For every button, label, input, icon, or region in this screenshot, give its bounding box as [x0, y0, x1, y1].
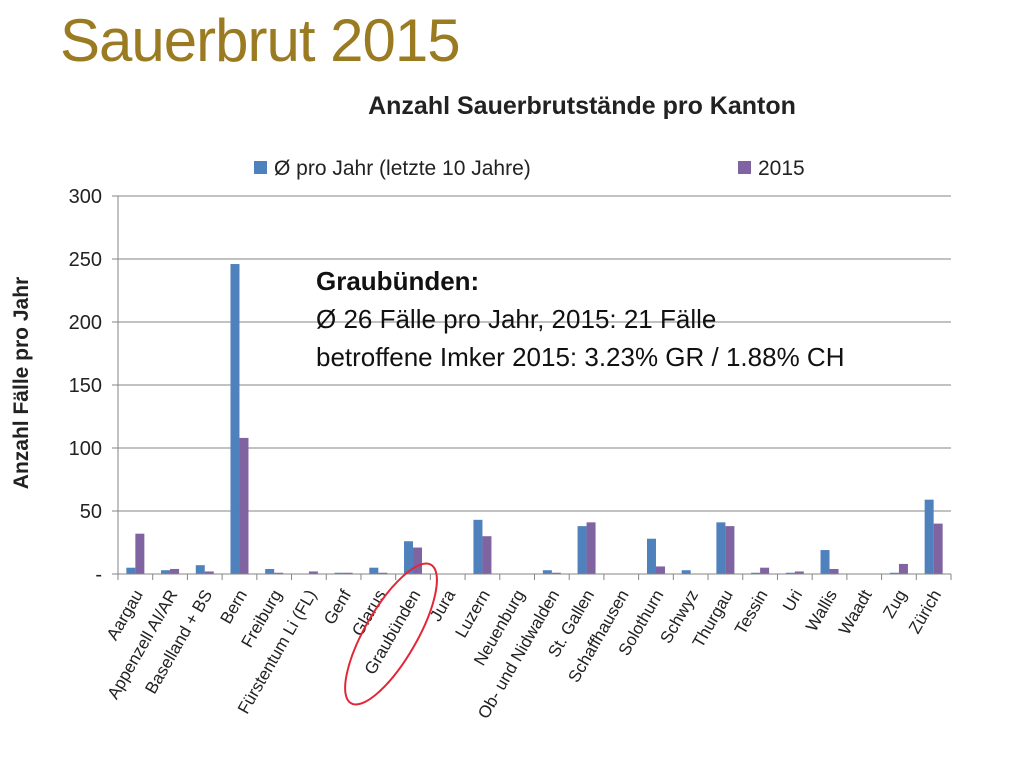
annotation-line-2: betroffene Imker 2015: 3.23% GR / 1.88% …: [316, 342, 845, 372]
legend-item-2015: 2015: [738, 157, 805, 181]
category-label: Zürich: [905, 587, 945, 637]
axes: [117, 196, 952, 580]
bar-2015-10: [482, 536, 492, 574]
bar-2015-15: [655, 566, 665, 574]
category-label: Tessin: [731, 587, 772, 638]
bar-avg-16: [681, 570, 691, 574]
annotation-line-1: Ø 26 Fälle pro Jahr, 2015: 21 Fälle: [316, 304, 717, 334]
bar-avg-23: [924, 499, 934, 574]
bar-avg-20: [820, 550, 830, 574]
y-axis-ticks: - 50 100 150 200 250 300: [69, 186, 118, 586]
legend-label-2015: 2015: [758, 157, 805, 180]
bar-2015-1: [170, 568, 180, 574]
bar-avg-15: [646, 538, 656, 574]
grid-lines: [118, 195, 951, 512]
bar-avg-8: [404, 541, 414, 574]
legend-swatch-avg: [254, 161, 267, 174]
bar-2015-4: [274, 572, 284, 574]
legend-label-avg: Ø pro Jahr (letzte 10 Jahre): [274, 157, 531, 180]
bar-avg-22: [889, 572, 899, 574]
bar-2015-12: [551, 572, 561, 574]
y-tick-label: 200: [69, 312, 102, 334]
bar-avg-4: [265, 568, 275, 574]
annotation: Graubünden: Ø 26 Fälle pro Jahr, 2015: 2…: [316, 262, 844, 376]
category-label: Bern: [217, 587, 251, 628]
category-label: Genf: [320, 586, 355, 628]
bar-avg-1: [161, 570, 171, 574]
legend-swatch-2015: [738, 161, 751, 174]
highlight-ellipse: [344, 562, 438, 706]
bar-avg-6: [334, 572, 344, 574]
legend-item-avg: Ø pro Jahr (letzte 10 Jahre): [254, 157, 531, 181]
bar-avg-2: [195, 565, 205, 574]
y-tick-label: 300: [69, 186, 102, 208]
bar-2015-19: [794, 571, 804, 574]
category-label: Uri: [779, 587, 806, 615]
bar-2015-6: [343, 572, 353, 574]
category-label: Zug: [879, 587, 910, 622]
y-tick-label: -: [95, 564, 102, 586]
category-label: Jura: [426, 586, 459, 625]
y-axis-label: Anzahl Fälle pro Jahr: [10, 277, 33, 489]
bar-avg-10: [473, 519, 483, 574]
bar-avg-0: [126, 567, 136, 574]
bar-2015-13: [586, 522, 596, 574]
y-tick-label: 50: [80, 501, 102, 523]
y-tick-label: 250: [69, 249, 102, 271]
y-tick-label: 100: [69, 438, 102, 460]
bar-avg-12: [542, 570, 552, 574]
bar-2015-0: [135, 533, 145, 574]
bar-2015-7: [378, 572, 388, 574]
bar-avg-13: [577, 526, 587, 574]
bar-2015-2: [204, 571, 214, 574]
bar-avg-17: [716, 522, 726, 574]
bar-2015-17: [725, 526, 735, 574]
chart-title: Anzahl Sauerbrutstände pro Kanton: [368, 92, 796, 120]
bar-2015-22: [898, 563, 908, 574]
bar-avg-18: [751, 572, 761, 574]
slide-title: Sauerbrut 2015: [60, 7, 461, 74]
category-label: Waadt: [835, 586, 876, 638]
bar-2015-18: [760, 567, 770, 574]
bars: [126, 264, 943, 574]
annotation-title: Graubünden:: [316, 266, 480, 296]
bar-avg-3: [230, 264, 240, 574]
bar-avg-19: [785, 572, 795, 574]
bar-2015-5: [308, 571, 318, 574]
bar-2015-8: [413, 547, 423, 574]
bar-avg-7: [369, 567, 379, 574]
bar-2015-23: [933, 523, 943, 574]
y-tick-label: 150: [69, 375, 102, 397]
bar-2015-20: [829, 568, 839, 574]
bar-2015-3: [239, 437, 249, 574]
